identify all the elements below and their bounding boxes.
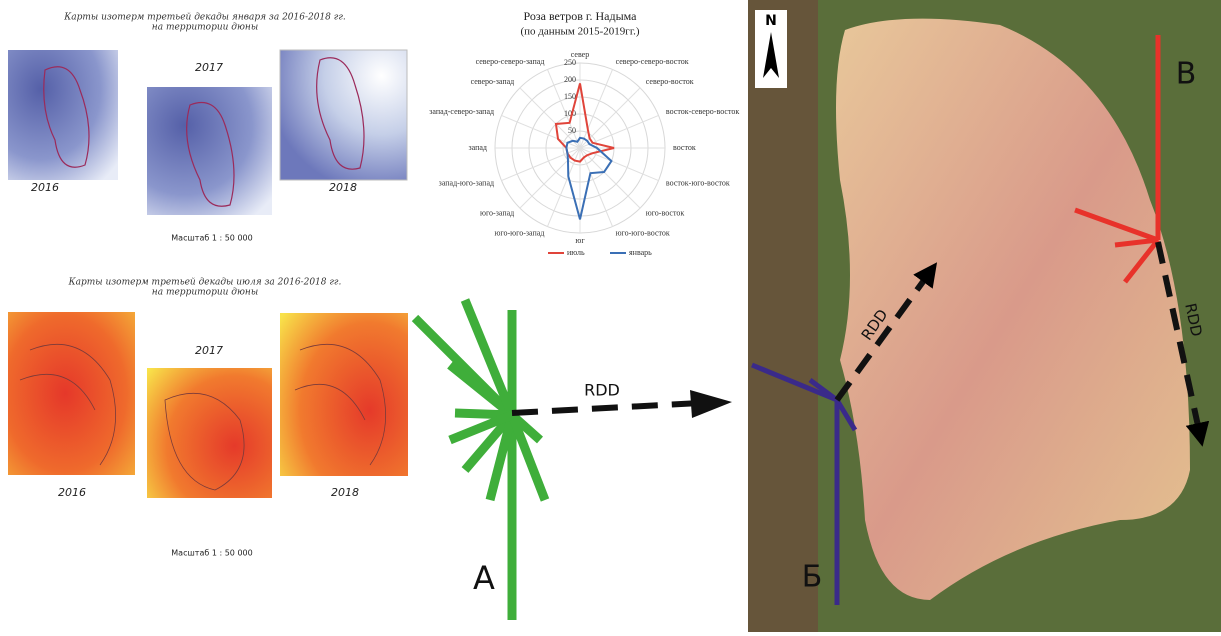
chart-subtitle: (по данным 2015-2019гг.)	[520, 26, 639, 38]
scale-label: Масштаб 1 : 50 000	[171, 549, 252, 558]
category-label: запад	[468, 143, 487, 152]
category-label: северо-северо-восток	[616, 57, 689, 66]
y-tick-label: 50	[568, 126, 576, 135]
category-label: юго-юго-восток	[616, 229, 670, 238]
point-label: В	[1176, 57, 1197, 92]
y-tick-label: 200	[564, 75, 576, 84]
category-label: северо-восток	[646, 77, 694, 86]
year-label: 2016	[31, 181, 59, 194]
legend-label: январь	[629, 248, 652, 257]
y-tick-label: 250	[564, 58, 576, 67]
y-tick-label: 100	[564, 109, 576, 118]
figure: Карты изотерм третьей декады января за 2…	[0, 0, 1221, 632]
category-label: юг	[575, 236, 585, 245]
category-label: юго-запад	[480, 209, 514, 218]
rose-label: А	[473, 559, 495, 597]
year-label: 2018	[329, 181, 357, 194]
legend-label: июль	[567, 248, 585, 257]
isotherm-map	[8, 50, 118, 180]
scale-label: Масштаб 1 : 50 000	[171, 234, 252, 243]
map-title: Карты изотерм третьей декады января за 2…	[63, 13, 346, 23]
category-label: запад-северо-запад	[429, 107, 494, 116]
year-label: 2017	[195, 344, 223, 357]
year-label: 2017	[195, 61, 223, 74]
year-label: 2016	[58, 486, 86, 499]
point-label: Б	[802, 560, 823, 595]
category-label: северо-запад	[471, 77, 515, 86]
radar-chart: северсеверо-северо-востоксеверо-востокво…	[429, 50, 739, 257]
isotherm-map	[280, 313, 408, 476]
y-tick-label: 150	[564, 92, 576, 101]
category-label: запад-юго-запад	[439, 178, 494, 187]
category-label: юго-восток	[646, 209, 685, 218]
arrow-head	[690, 390, 732, 418]
isotherm-map	[147, 87, 272, 215]
category-label: восток	[673, 143, 696, 152]
category-label: северо-северо-запад	[476, 57, 545, 66]
chart-title: Роза ветров г. Надыма	[524, 9, 638, 23]
rdd-arrow	[512, 403, 700, 413]
isotherm-map	[8, 312, 135, 475]
map-title: на территории дюны	[152, 23, 258, 33]
category-label: восток-юго-восток	[666, 178, 730, 187]
map-title: Карты изотерм третьей декады июля за 201…	[68, 278, 342, 288]
category-label: юго-юго-запад	[494, 229, 544, 238]
year-label: 2018	[331, 486, 359, 499]
forest-strip	[748, 0, 818, 632]
rdd-label: RDD	[584, 381, 620, 400]
category-label: восток-северо-восток	[666, 107, 739, 116]
map-title: на территории дюны	[152, 288, 258, 298]
north-label: N	[765, 13, 777, 29]
isotherm-map	[147, 368, 272, 498]
isotherm-map	[280, 50, 407, 180]
